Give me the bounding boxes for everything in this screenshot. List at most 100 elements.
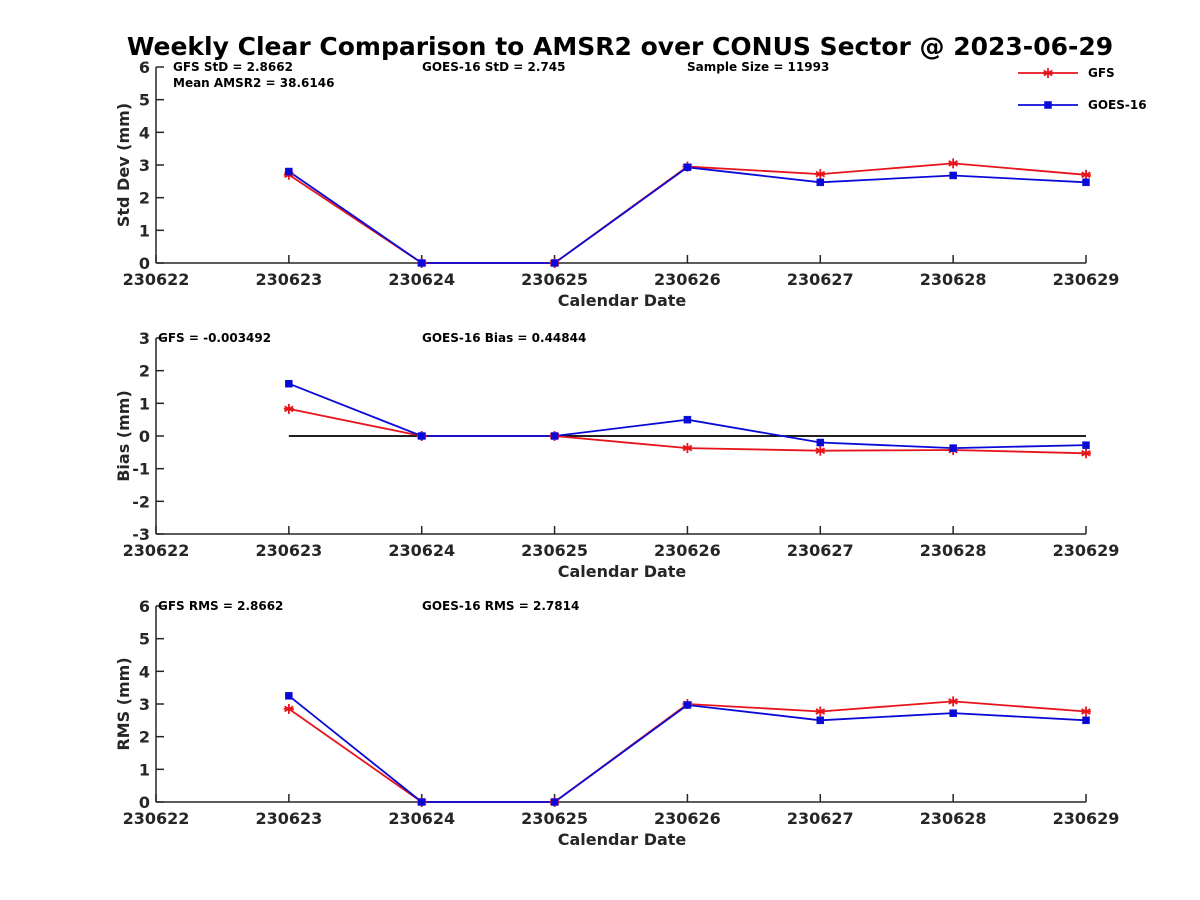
legend-gfs-asterisk-marker [1043,68,1053,78]
data-point-goes [417,432,426,440]
y-tick-label: 3 [139,695,150,714]
y-tick-label: 1 [139,760,150,779]
data-point-goes [417,798,426,806]
annotation-gfs_bias: GFS = -0.003492 [158,331,271,345]
x-tick-label: 230622 [123,541,190,560]
legend-gfs-label: GFS [1088,66,1115,80]
annotation-sample: Sample Size = 11993 [687,60,829,74]
data-point-goes [683,163,692,172]
data-point-gfs [815,706,826,717]
y-tick-label: -2 [132,492,150,511]
data-point-goes [1082,441,1090,449]
x-axis-label: Calendar Date [558,562,687,581]
data-point-goes [285,379,293,388]
series-line-goes [288,695,1087,803]
legend-goes-square-marker [1044,101,1052,109]
data-point-goes [285,692,293,700]
x-axis-label: Calendar Date [558,830,687,849]
annotation-goes_bias: GOES-16 Bias = 0.44844 [422,331,586,345]
panel-1: 0 1 2 3 4 5 6 230622 230623 230624 230625 230626 230… [114,58,1119,310]
panel-2: -3 -2 -1 0 1 2 3 230622 230623 230624 230625 230626… [114,329,1119,581]
y-tick-label: 0 [139,427,150,446]
y-tick-label: 5 [139,630,150,649]
y-tick-label: 0 [139,793,150,812]
data-point-gfs [1081,169,1091,180]
series-line-gfs [288,700,1087,803]
data-point-goes [285,167,293,176]
annotation-gfs_std: GFS StD = 2.8662 [173,60,293,74]
annotation-goes_rms: GOES-16 RMS = 2.7814 [422,599,579,613]
panel-3: 0 1 2 3 4 5 6 230622 230623 230624 230625 230626 230… [114,597,1119,849]
x-tick-label: 230628 [920,270,987,289]
y-tick-label: 4 [139,662,150,681]
x-tick-label: 230626 [654,809,721,828]
legend: GFS GOES-16 [1018,66,1147,112]
y-tick-label: 5 [139,91,150,110]
x-tick-label: 230627 [787,541,854,560]
y-tick-label: 4 [139,123,150,142]
series-line-goes [288,166,1087,264]
legend-gfs-marker [1043,68,1053,78]
y-tick-label: 3 [139,329,150,348]
data-point-gfs [283,403,294,414]
data-point-gfs [1081,706,1091,717]
x-tick-label: 230628 [920,541,987,560]
x-tick-label: 230622 [123,809,190,828]
series-line-goes [288,382,1087,450]
y-axis-label: Bias (mm) [114,390,133,482]
y-tick-label: 6 [139,597,150,616]
y-tick-label: 1 [139,221,150,240]
y-tick-label: -3 [132,525,150,544]
x-tick-label: 230622 [123,270,190,289]
x-tick-label: 230627 [787,809,854,828]
data-point-goes [816,438,825,447]
x-tick-label: 230626 [654,270,721,289]
y-tick-label: 1 [139,394,150,413]
data-point-goes [550,432,559,440]
data-point-gfs [948,158,959,169]
data-point-goes [949,709,957,717]
data-point-goes [816,178,825,187]
data-point-goes [683,701,692,709]
x-tick-label: 230628 [920,809,987,828]
data-point-gfs [1081,448,1091,459]
data-point-goes [949,444,957,452]
x-axis-label: Calendar Date [558,291,687,310]
x-tick-label: 230623 [255,270,322,289]
data-point-goes [1082,716,1090,725]
y-tick-label: 6 [139,58,150,77]
x-tick-label: 230626 [654,541,721,560]
y-tick-label: 2 [139,362,150,381]
legend-goes-label: GOES-16 [1088,98,1147,112]
x-tick-label: 230623 [255,809,322,828]
x-tick-label: 230623 [255,541,322,560]
x-tick-label: 230624 [388,809,455,828]
x-tick-label: 230624 [388,270,455,289]
annotation-gfs_rms: GFS RMS = 2.8662 [158,599,283,613]
data-point-gfs [815,445,826,456]
annotation-goes_std: GOES-16 StD = 2.745 [422,60,565,74]
data-point-goes [816,716,825,725]
x-tick-label: 230624 [388,541,455,560]
data-point-gfs [815,169,826,180]
x-tick-label: 230629 [1053,809,1120,828]
y-tick-label: 2 [139,189,150,208]
data-point-gfs [948,696,959,707]
data-point-gfs [283,703,294,714]
y-tick-label: -1 [132,460,150,479]
data-point-goes [1082,178,1090,187]
x-tick-label: 230629 [1053,541,1120,560]
y-tick-label: 0 [139,254,150,273]
legend-goes-marker [1044,101,1052,109]
x-tick-label: 230625 [521,809,588,828]
series-line-gfs [288,162,1087,264]
chart-title: Weekly Clear Comparison to AMSR2 over CO… [127,32,1113,61]
y-axis-label: Std Dev (mm) [114,103,133,227]
data-point-gfs [682,443,693,454]
x-tick-label: 230625 [521,270,588,289]
y-tick-label: 3 [139,156,150,175]
annotation-mean: Mean AMSR2 = 38.6146 [173,76,334,90]
x-tick-label: 230629 [1053,270,1120,289]
